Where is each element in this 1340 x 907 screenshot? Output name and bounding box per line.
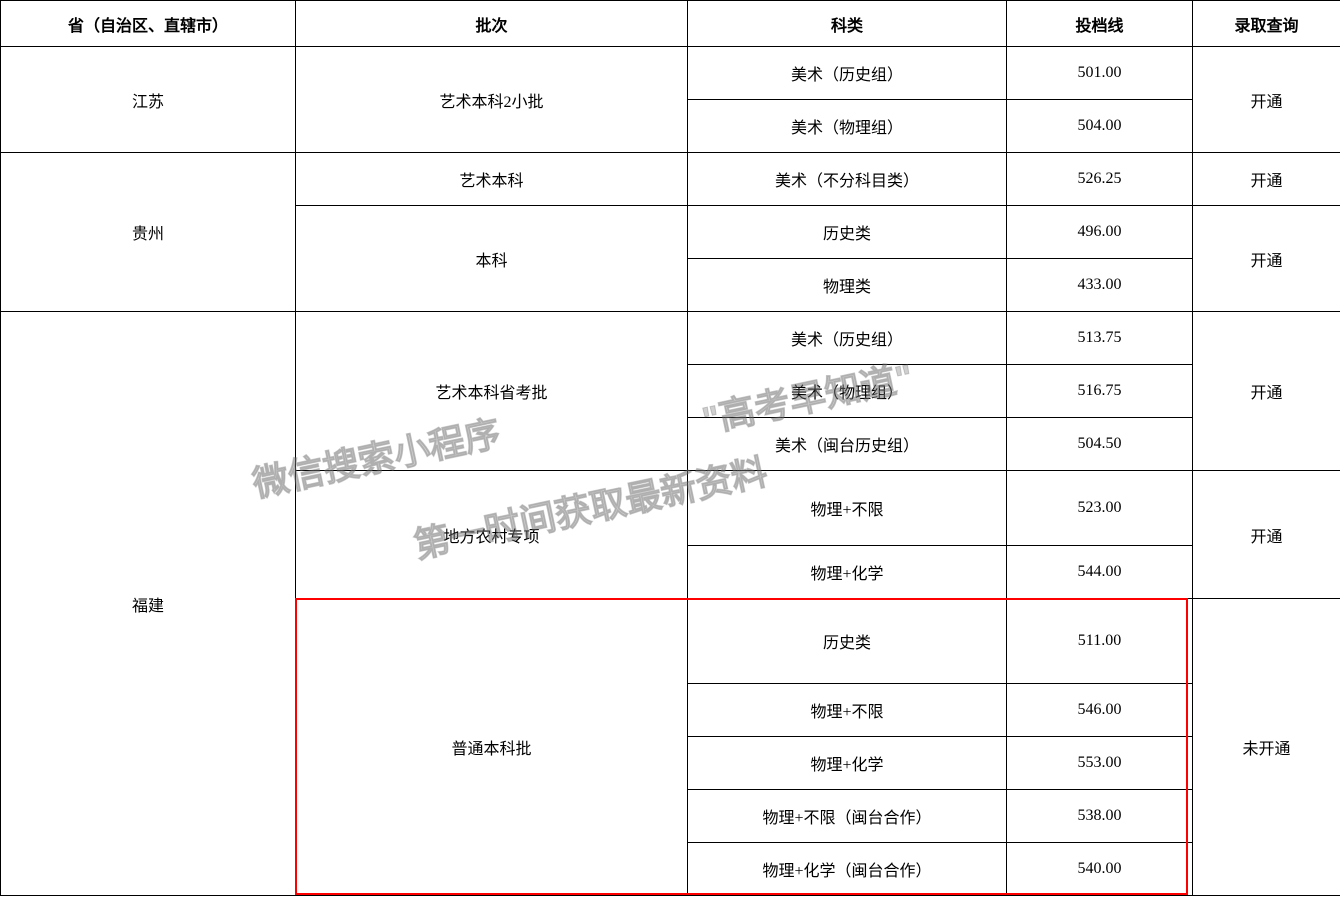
cell-category: 物理类 (688, 259, 1007, 312)
cell-score: 511.00 (1007, 599, 1193, 684)
cell-query: 未开通 (1193, 599, 1340, 896)
cell-batch: 艺术本科2小批 (296, 47, 688, 153)
cell-query: 开通 (1193, 471, 1340, 599)
cell-score: 501.00 (1007, 47, 1193, 100)
cell-batch: 艺术本科 (296, 153, 688, 206)
cell-score: 433.00 (1007, 259, 1193, 312)
table-row: 福建 艺术本科省考批 美术（历史组） 513.75 开通 (1, 312, 1340, 365)
cell-score: 504.00 (1007, 100, 1193, 153)
cell-score: 526.25 (1007, 153, 1193, 206)
table-header-row: 省（自治区、直辖市） 批次 科类 投档线 录取查询 (1, 1, 1340, 47)
cell-query: 开通 (1193, 153, 1340, 206)
header-query: 录取查询 (1193, 1, 1340, 47)
cell-batch: 本科 (296, 206, 688, 312)
admission-score-table: 省（自治区、直辖市） 批次 科类 投档线 录取查询 江苏 艺术本科2小批 美术（… (0, 0, 1340, 896)
table-row: 江苏 艺术本科2小批 美术（历史组） 501.00 开通 (1, 47, 1340, 100)
header-batch: 批次 (296, 1, 688, 47)
cell-province: 贵州 (1, 153, 296, 312)
cell-province: 江苏 (1, 47, 296, 153)
header-category: 科类 (688, 1, 1007, 47)
cell-batch: 艺术本科省考批 (296, 312, 688, 471)
cell-score: 513.75 (1007, 312, 1193, 365)
cell-category: 美术（历史组） (688, 47, 1007, 100)
cell-category: 历史类 (688, 599, 1007, 684)
cell-query: 开通 (1193, 47, 1340, 153)
cell-score: 553.00 (1007, 737, 1193, 790)
cell-category: 历史类 (688, 206, 1007, 259)
cell-category: 物理+不限 (688, 684, 1007, 737)
cell-score: 546.00 (1007, 684, 1193, 737)
cell-category: 物理+化学 (688, 737, 1007, 790)
table-row: 贵州 艺术本科 美术（不分科目类） 526.25 开通 (1, 153, 1340, 206)
cell-category: 物理+化学 (688, 546, 1007, 599)
cell-province: 福建 (1, 312, 296, 896)
cell-score: 544.00 (1007, 546, 1193, 599)
cell-category: 美术（闽台历史组） (688, 418, 1007, 471)
cell-query: 开通 (1193, 206, 1340, 312)
cell-category: 美术（不分科目类） (688, 153, 1007, 206)
cell-category: 美术（物理组） (688, 365, 1007, 418)
cell-score: 523.00 (1007, 471, 1193, 546)
cell-score: 540.00 (1007, 843, 1193, 896)
header-score: 投档线 (1007, 1, 1193, 47)
cell-score: 496.00 (1007, 206, 1193, 259)
cell-category: 物理+化学（闽台合作） (688, 843, 1007, 896)
cell-score: 516.75 (1007, 365, 1193, 418)
cell-category: 物理+不限 (688, 471, 1007, 546)
cell-score: 504.50 (1007, 418, 1193, 471)
cell-category: 美术（历史组） (688, 312, 1007, 365)
cell-batch: 地方农村专项 (296, 471, 688, 599)
cell-score: 538.00 (1007, 790, 1193, 843)
cell-batch: 普通本科批 (296, 599, 688, 896)
header-province: 省（自治区、直辖市） (1, 1, 296, 47)
cell-category: 美术（物理组） (688, 100, 1007, 153)
cell-category: 物理+不限（闽台合作） (688, 790, 1007, 843)
cell-query: 开通 (1193, 312, 1340, 471)
